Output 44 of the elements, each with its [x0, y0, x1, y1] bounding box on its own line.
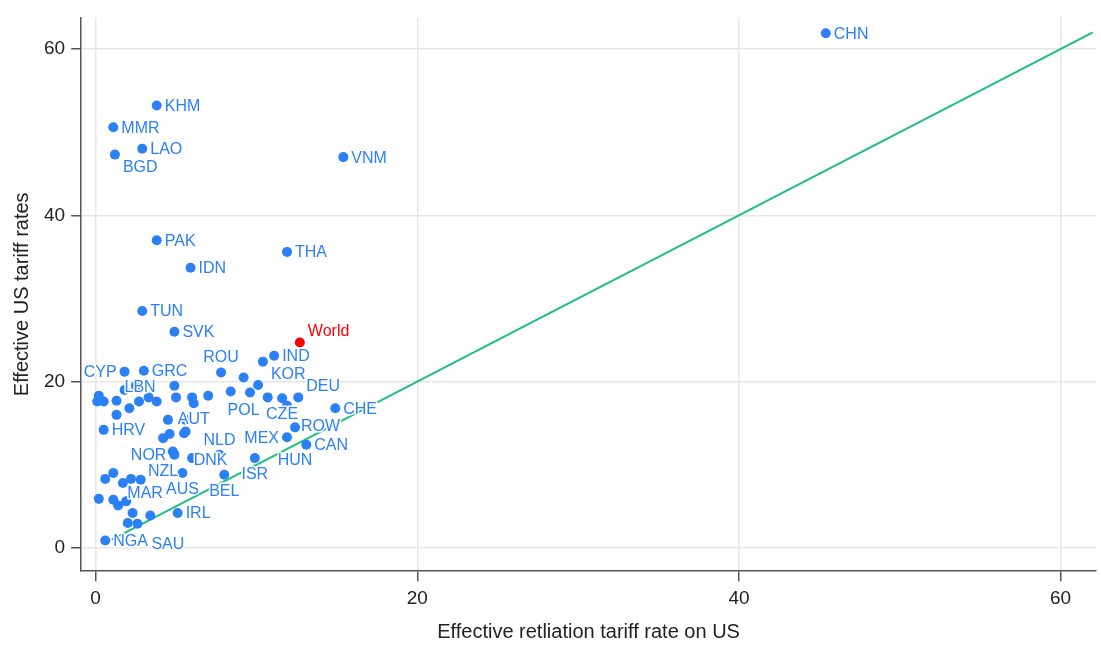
data-label: IRL — [185, 504, 211, 522]
data-label: NGA — [113, 531, 149, 549]
y-tick-label: 0 — [54, 536, 66, 558]
y-axis-title: Effective US tariff rates — [9, 192, 32, 397]
x-tick-label: 60 — [1050, 586, 1072, 608]
data-label: THA — [295, 243, 328, 261]
data-label: DEU — [306, 377, 341, 395]
x-tick-label: 20 — [406, 586, 428, 608]
data-label: HUN — [277, 451, 313, 469]
data-label: GRC — [151, 362, 188, 380]
data-label: KHM — [164, 96, 201, 114]
data-label: KOR — [270, 364, 306, 382]
data-label: POL — [227, 401, 260, 419]
data-label: BGD — [122, 157, 158, 175]
data-label: AUS — [166, 479, 199, 497]
data-label: NLD — [203, 430, 236, 448]
data-label: DNK — [193, 451, 228, 469]
data-label: TUN — [150, 302, 184, 320]
data-label: MAR — [127, 483, 163, 501]
data-label: ISR — [241, 465, 269, 483]
data-label: VNM — [351, 148, 387, 166]
y-tick-label: 40 — [43, 203, 66, 225]
data-label: World — [307, 322, 350, 340]
data-label: IDN — [198, 259, 227, 277]
data-label: SVK — [182, 323, 215, 341]
data-label: PAK — [164, 231, 196, 249]
data-label: LAO — [150, 140, 183, 158]
x-tick-label: 40 — [728, 586, 750, 608]
y-tick-label: 60 — [43, 37, 66, 59]
data-label: CYP — [83, 363, 117, 381]
data-label: MMR — [121, 118, 160, 136]
data-label: BEL — [209, 481, 240, 499]
data-label: CAN — [314, 436, 349, 454]
data-label: MEX — [244, 428, 280, 446]
data-label: NZL — [148, 462, 179, 480]
data-label: SAU — [151, 534, 185, 552]
y-tick-label: 20 — [43, 369, 66, 391]
data-label: NOR — [130, 446, 167, 464]
data-label: HRV — [111, 421, 146, 439]
data-label: ROU — [203, 348, 239, 366]
data-label: IND — [282, 347, 310, 365]
data-label: CHN — [833, 24, 869, 42]
x-tick-label: 0 — [90, 586, 101, 608]
x-axis-title: Effective retliation tariff rate on US — [437, 619, 740, 642]
